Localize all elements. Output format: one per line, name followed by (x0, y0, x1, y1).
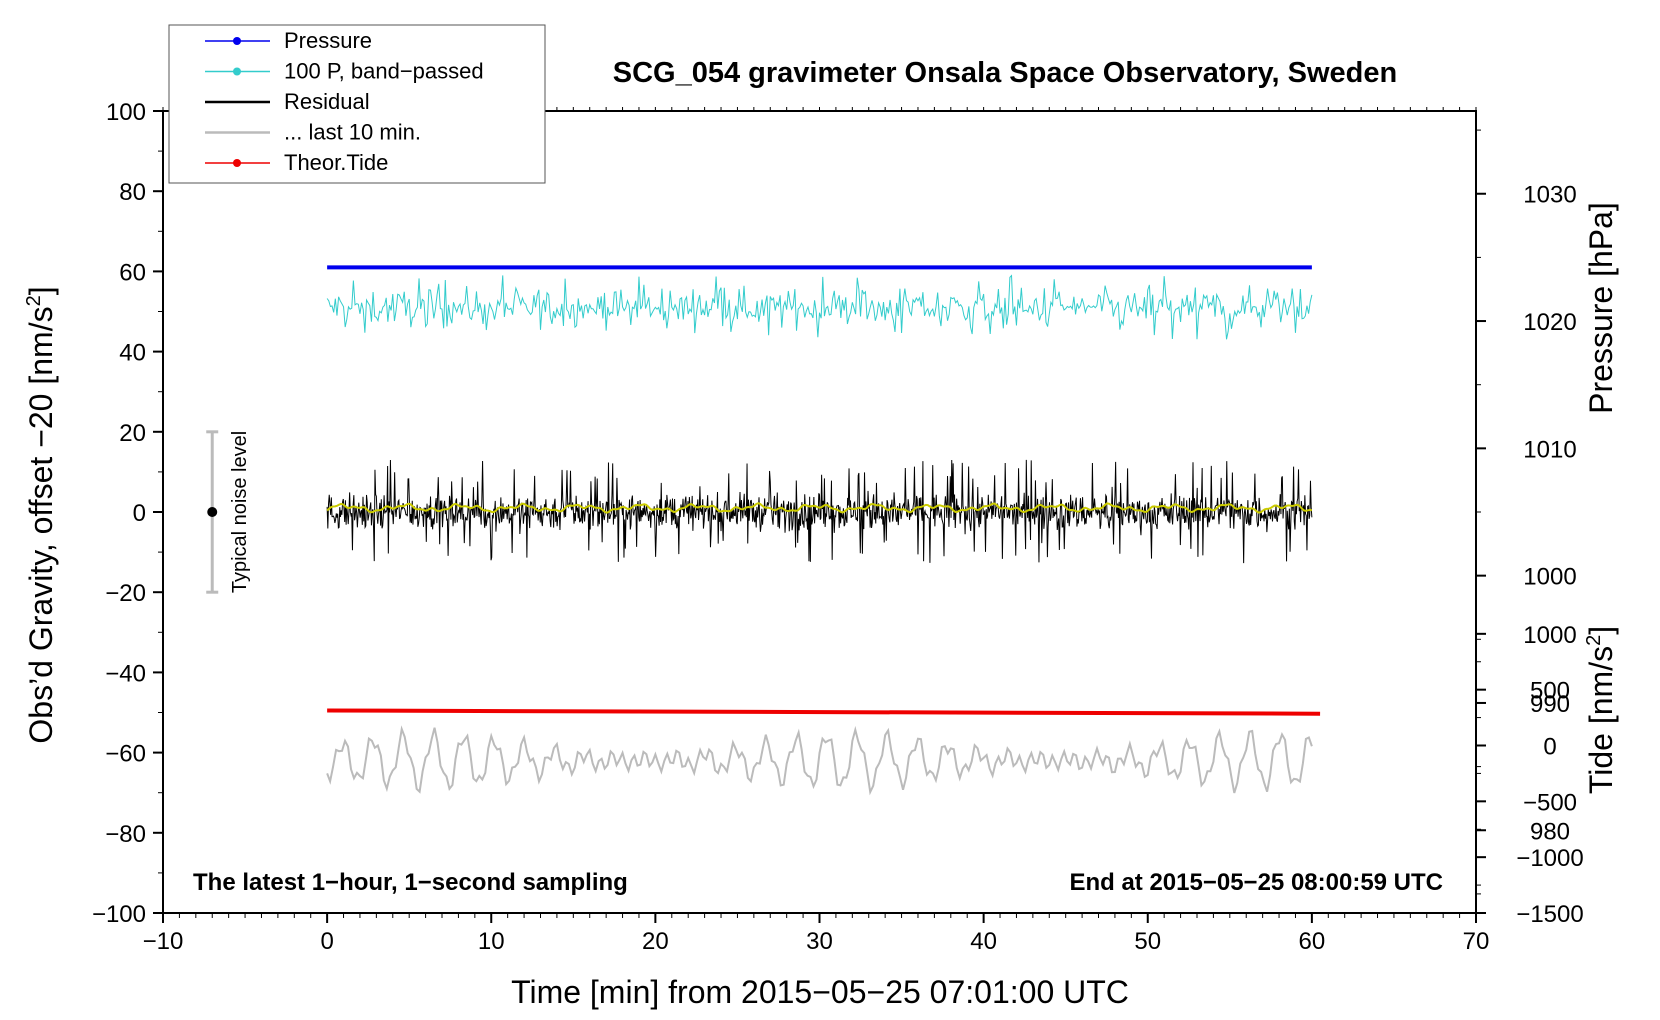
series--last-10-min- (326, 725, 1313, 796)
tide-axis-title: Tide [nm/s2] (1583, 626, 1619, 794)
y-tick-label: −20 (105, 580, 146, 607)
legend-label: 100 P, band−passed (284, 59, 484, 84)
pressure-tick-label: 990 (1530, 691, 1570, 718)
legend-marker (233, 37, 241, 45)
x-tick-label: 50 (1134, 928, 1161, 955)
series-100-p-band-passed (326, 274, 1313, 340)
series-theor-tide (327, 708, 1321, 716)
pressure-tick-label: 1020 (1523, 309, 1576, 336)
x-tick-label: 30 (806, 928, 833, 955)
annotation-end-time: End at 2015−05−25 08:00:59 UTC (1069, 869, 1443, 896)
legend-marker (233, 159, 241, 167)
legend-box (168, 24, 546, 184)
tide-tick-label: 0 (1543, 734, 1556, 761)
legend-label: Theor.Tide (284, 150, 388, 175)
annotation-latest-hour: The latest 1−hour, 1−second sampling (193, 869, 628, 896)
legend: Pressure 100 P, band−passed Residual ... la… (168, 24, 546, 184)
pressure-tick-label: 1010 (1523, 436, 1576, 463)
tide-tick-label: −1000 (1516, 845, 1583, 872)
x-axis-title: Time [min] from 2015−05−25 07:01:00 UTC (511, 974, 1129, 1010)
pressure-axis-title: Pressure [hPa] (1583, 202, 1619, 414)
series-residual (326, 459, 1313, 564)
y-axis-title-left: Obs’d Gravity, offset −20 [nm/s2] (23, 286, 59, 743)
y-axis-title-left-end: ] (23, 286, 59, 295)
y-tick-label: −40 (105, 660, 146, 687)
x-tick-label: 20 (642, 928, 669, 955)
series-layer (326, 265, 1321, 796)
axis-ticks: −10 0 10 20 30 40 50 60 70100806040200−20−40−60−… (92, 99, 1584, 955)
legend-label: Residual (284, 89, 370, 114)
series-residual-smoothed (326, 502, 1313, 514)
noise-bar-label: Typical noise level (229, 431, 251, 593)
x-tick-label: 0 (320, 928, 333, 955)
x-tick-label: 10 (478, 928, 505, 955)
y-axis-title-left-main: Obs’d Gravity, offset −20 [nm/s (23, 306, 59, 743)
tide-tick-label: 1000 (1523, 622, 1576, 649)
y-tick-label: 60 (119, 259, 146, 286)
pressure-tick-label: 980 (1530, 818, 1570, 845)
tide-tick-label: 500 (1530, 678, 1570, 705)
chart-title: SCG_054 gravimeter Onsala Space Observat… (613, 57, 1397, 89)
tide-axis-title-end: ] (1583, 626, 1619, 635)
y-axis-title-left-sup: 2 (23, 295, 45, 306)
x-tick-label: 40 (970, 928, 997, 955)
x-tick-label: 60 (1299, 928, 1326, 955)
noise-level-indicator: Typical noise level (206, 430, 251, 594)
y-tick-label: −100 (92, 901, 146, 928)
y-tick-label: 40 (119, 340, 146, 367)
tide-tick-label: −1500 (1516, 901, 1583, 928)
noise-bar-center-dot (207, 507, 218, 517)
pressure-tick-label: 1030 (1523, 182, 1576, 209)
tide-axis-title-main: Tide [nm/s (1583, 646, 1619, 794)
legend-label: ... last 10 min. (284, 120, 421, 145)
y-tick-label: 100 (106, 99, 146, 126)
y-tick-label: 80 (119, 179, 146, 206)
tide-axis-title-sup: 2 (1583, 635, 1605, 646)
x-tick-label: 70 (1463, 928, 1490, 955)
y-tick-label: −80 (105, 821, 146, 848)
legend-label: Pressure (284, 28, 372, 53)
y-tick-label: −60 (105, 741, 146, 768)
legend-marker (233, 67, 241, 76)
pressure-tick-label: 1000 (1523, 564, 1576, 591)
x-tick-label: −10 (143, 928, 184, 955)
y-tick-label: 20 (119, 420, 146, 447)
y-tick-label: 0 (133, 500, 146, 527)
tide-tick-label: −500 (1523, 789, 1577, 816)
